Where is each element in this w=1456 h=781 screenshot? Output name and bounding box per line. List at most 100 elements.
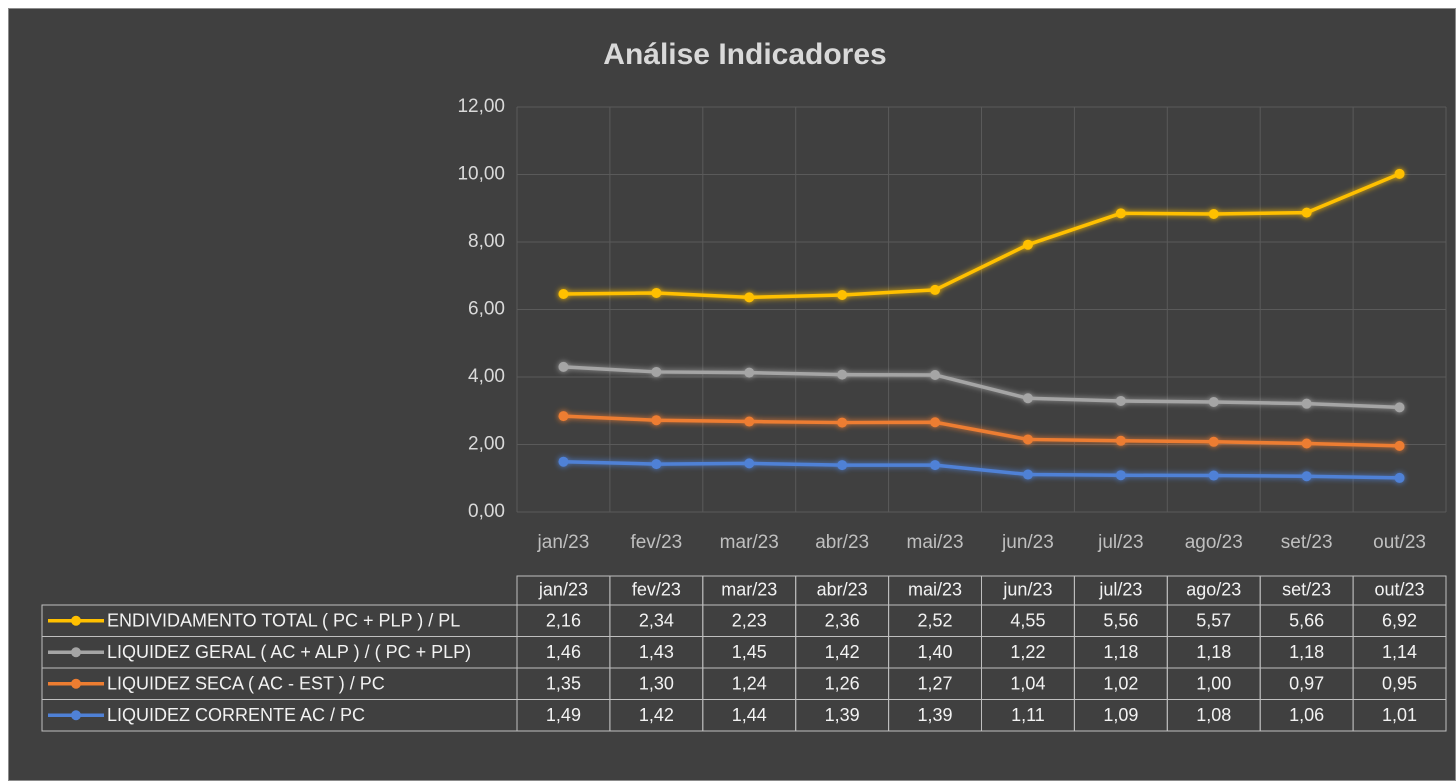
line-point <box>1394 402 1405 413</box>
line-path <box>563 172 1401 300</box>
line-point <box>1022 239 1033 250</box>
line-point <box>1301 207 1312 218</box>
y-tick-label: 8,00 <box>468 231 505 252</box>
line-point <box>1208 436 1219 447</box>
table-value: 5,57 <box>1196 611 1231 631</box>
x-tick-label: mai/23 <box>907 532 964 553</box>
table-value: 2,34 <box>639 611 674 631</box>
line-point <box>651 366 662 377</box>
x-tick-label: jul/23 <box>1097 532 1143 553</box>
line-point <box>837 369 848 380</box>
table-value: 1,18 <box>1289 642 1324 662</box>
line-point <box>930 417 941 428</box>
table-value: 1,06 <box>1289 705 1324 725</box>
line-point <box>651 415 662 426</box>
table-value: 2,23 <box>732 611 767 631</box>
legend-marker <box>71 615 81 626</box>
table-value: 1,39 <box>825 705 860 725</box>
y-tick-label: 12,00 <box>457 96 505 117</box>
table-value: 1,39 <box>918 705 953 725</box>
table-value: 1,42 <box>639 705 674 725</box>
table-value: 1,08 <box>1196 705 1231 725</box>
table-value: 4,55 <box>1010 611 1045 631</box>
table-value: 1,45 <box>732 642 767 662</box>
table-header-label: jan/23 <box>538 579 588 599</box>
series-line <box>558 456 1405 483</box>
y-tick-label: 0,00 <box>468 501 505 522</box>
line-point <box>558 411 569 422</box>
table-value: 1,14 <box>1382 642 1417 662</box>
table-header-label: jul/23 <box>1098 579 1142 599</box>
line-point <box>1115 208 1126 219</box>
table-value: 1,09 <box>1103 705 1138 725</box>
legend-label: LIQUIDEZ CORRENTE AC / PC <box>107 705 365 725</box>
table-value: 5,66 <box>1289 611 1324 631</box>
line-point <box>651 459 662 470</box>
line-point <box>1208 396 1219 407</box>
legend-label: LIQUIDEZ SECA ( AC - EST ) / PC <box>107 674 385 694</box>
line-point <box>837 289 848 300</box>
line-point <box>558 456 569 467</box>
x-tick-label: mar/23 <box>720 532 779 553</box>
line-path <box>563 414 1400 448</box>
x-tick-label: out/23 <box>1373 532 1426 553</box>
table-value: 2,16 <box>546 611 581 631</box>
table-value: 0,97 <box>1289 674 1324 694</box>
table-value: 1,43 <box>639 642 674 662</box>
table-value: 1,46 <box>546 642 581 662</box>
table-header-label: jun/23 <box>1002 579 1052 599</box>
line-path <box>563 365 1400 410</box>
x-tick-label: jun/23 <box>1001 532 1054 553</box>
table-value: 1,27 <box>918 674 953 694</box>
series-line <box>558 411 1405 451</box>
table-value: 1,22 <box>1010 642 1045 662</box>
table-value: 1,18 <box>1196 642 1231 662</box>
x-tick-label: set/23 <box>1281 532 1333 553</box>
x-tick-label: jan/23 <box>537 532 590 553</box>
chart-area <box>8 8 1456 781</box>
table-value: 1,42 <box>825 642 860 662</box>
line-point <box>1394 440 1405 451</box>
table-value: 1,26 <box>825 674 860 694</box>
line-point <box>930 460 941 471</box>
table-value: 1,49 <box>546 705 581 725</box>
table-value: 1,44 <box>732 705 767 725</box>
legend-marker <box>71 678 81 689</box>
line-point <box>1301 398 1312 409</box>
table-header-label: ago/23 <box>1186 579 1241 599</box>
line-point <box>1394 472 1405 483</box>
line-point <box>1115 470 1126 481</box>
line-point <box>744 416 755 427</box>
legend-label: LIQUIDEZ GERAL ( AC + ALP ) / ( PC + PLP… <box>107 642 471 662</box>
table-header-label: mai/23 <box>908 579 962 599</box>
line-point <box>558 361 569 372</box>
legend-marker <box>71 710 81 721</box>
table-value: 1,35 <box>546 674 581 694</box>
line-point <box>1301 438 1312 449</box>
y-tick-label: 6,00 <box>468 299 505 320</box>
table-value: 0,95 <box>1382 674 1417 694</box>
line-point <box>1208 208 1219 219</box>
x-tick-label: abr/23 <box>815 532 869 553</box>
line-point <box>558 288 569 299</box>
table-value: 2,36 <box>825 611 860 631</box>
line-point <box>1301 471 1312 482</box>
table-value: 1,11 <box>1011 705 1045 725</box>
table-header-label: abr/23 <box>817 579 868 599</box>
line-point <box>1022 393 1033 404</box>
line-point <box>1394 168 1405 179</box>
table-value: 1,01 <box>1382 705 1417 725</box>
line-point <box>744 292 755 303</box>
table-header-label: out/23 <box>1375 579 1425 599</box>
line-point <box>1022 469 1033 480</box>
line-point <box>744 367 755 378</box>
table-header-label: fev/23 <box>632 579 681 599</box>
table-value: 6,92 <box>1382 611 1417 631</box>
line-point <box>1022 434 1033 445</box>
y-tick-label: 4,00 <box>468 366 505 387</box>
legend-marker <box>71 647 81 658</box>
table-header-label: mar/23 <box>721 579 777 599</box>
line-point <box>1208 470 1219 481</box>
y-tick-label: 2,00 <box>468 434 505 455</box>
